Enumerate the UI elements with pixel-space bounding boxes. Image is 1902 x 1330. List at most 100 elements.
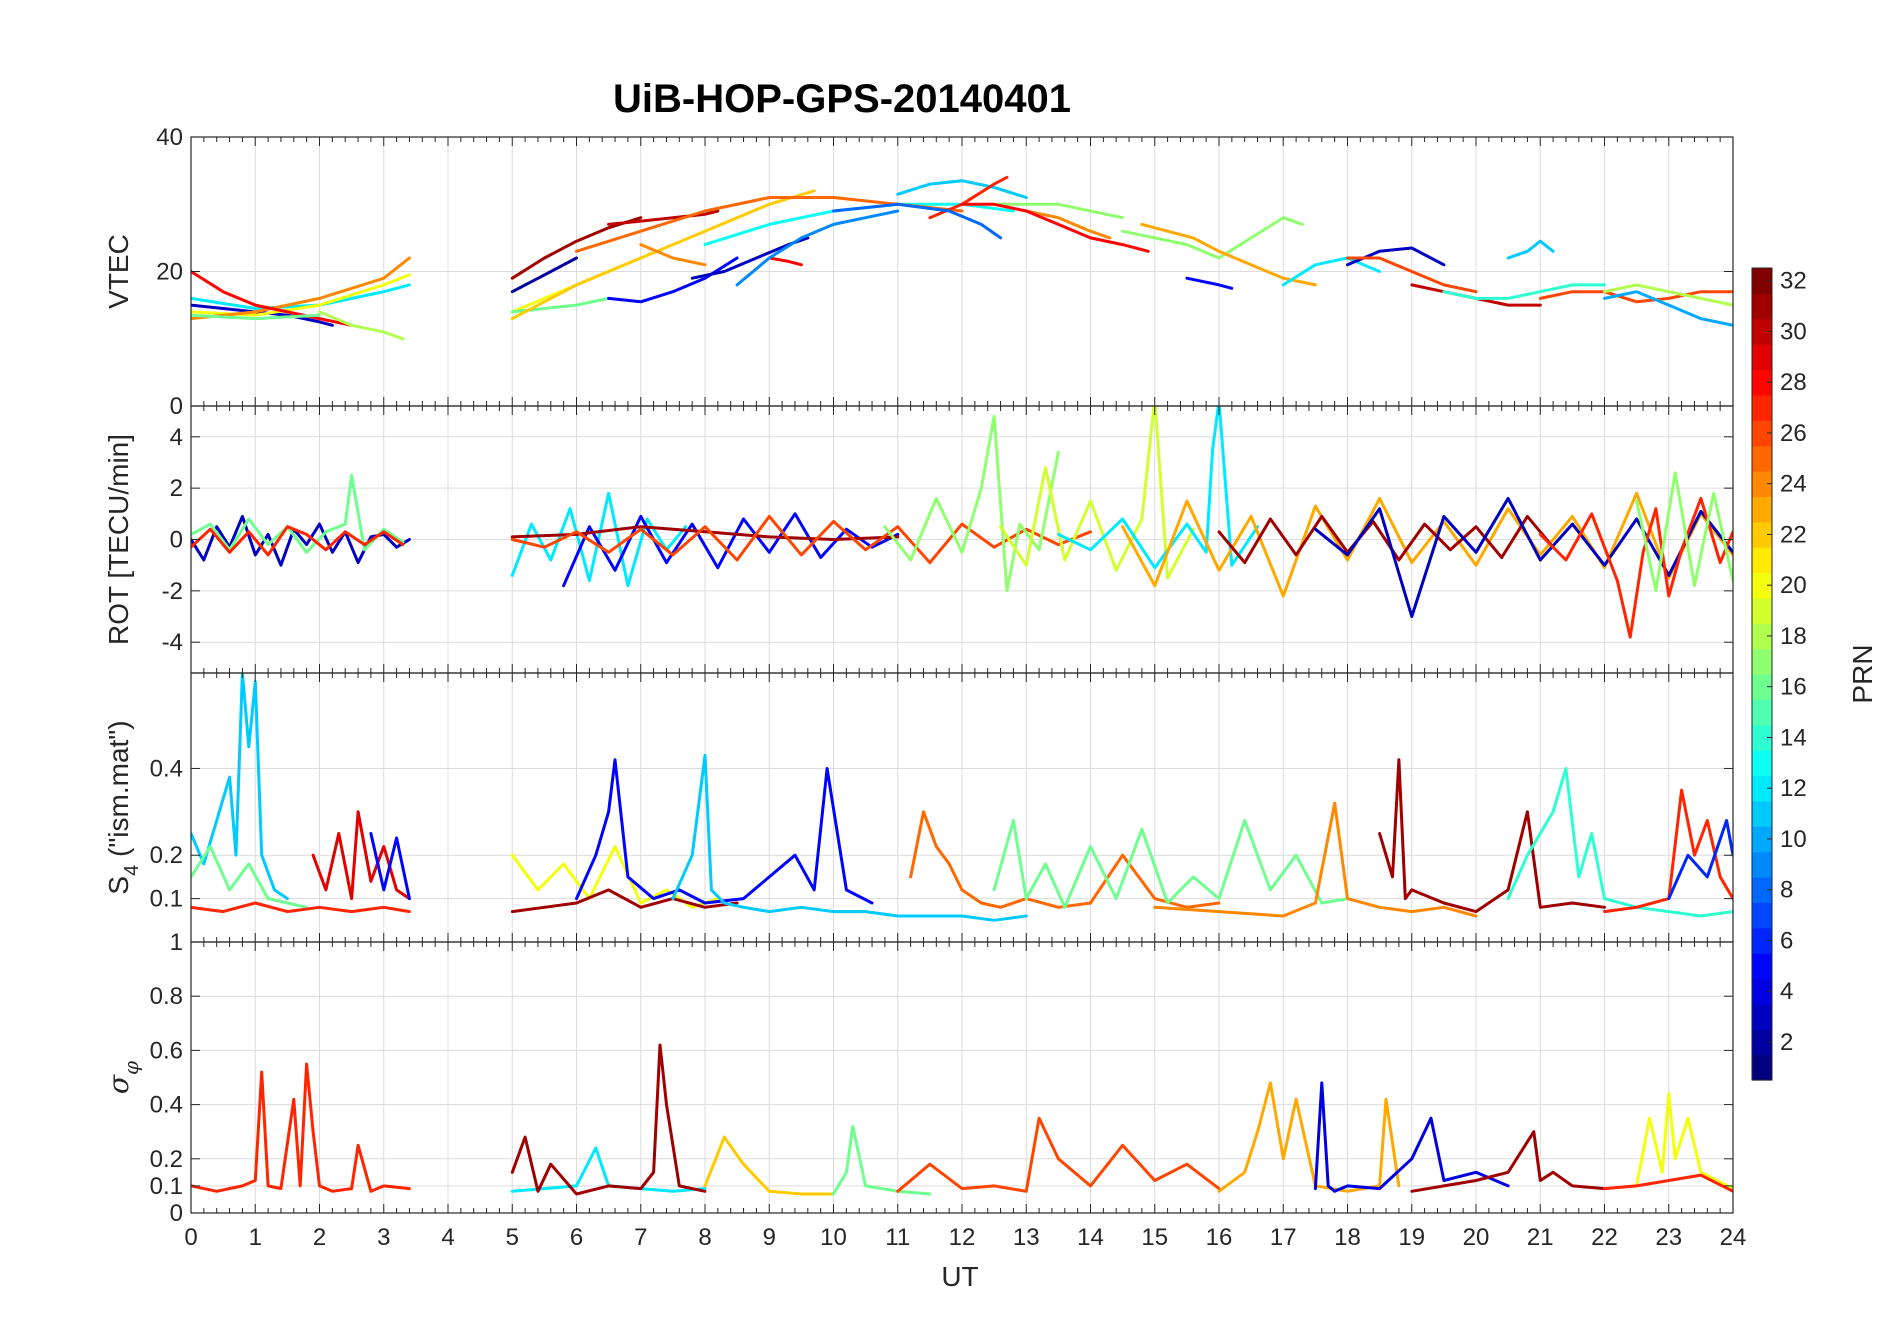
series-line-prn-27 (1538, 496, 1733, 639)
y-label-symbol: σ (102, 1074, 135, 1094)
series-line-prn-23 (1217, 1081, 1401, 1193)
x-tick-label: 6 (570, 1224, 583, 1251)
series-line-prn-30 (607, 209, 720, 226)
colorbar-label: PRN (1847, 644, 1878, 703)
colorbar-segment (1752, 851, 1772, 878)
y-tick-label: 0.2 (150, 842, 183, 869)
y-axis-label: VTEC (103, 234, 134, 309)
y-axis-label: ROT [TECU/min] (103, 434, 134, 645)
series-line-prn-31 (1217, 514, 1555, 565)
series-line-prn-24 (191, 256, 411, 321)
y-axis-label: σφ (102, 1061, 143, 1094)
series-line-prn-9 (735, 209, 900, 287)
colorbar-segment (1752, 750, 1772, 777)
x-tick-label: 3 (377, 1224, 390, 1251)
series-line-prn-14 (1442, 283, 1606, 300)
x-axis-label: UT (941, 1261, 978, 1292)
y-tick-label: 0.8 (150, 983, 183, 1010)
panel-sigma_phi: 00.10.2 0.4 0.6 0.8 1 σφ (102, 929, 1734, 1227)
colorbar-segment (1752, 1029, 1772, 1056)
colorbar-tick-label: 30 (1780, 318, 1807, 345)
x-tick-label: 9 (763, 1224, 776, 1251)
y-tick-label: 0.6 (150, 1037, 183, 1064)
x-tick-label: 10 (820, 1224, 847, 1251)
colorbar-frame (1751, 267, 1773, 1081)
colorbar-segment (1752, 420, 1772, 447)
colorbar-segment (1752, 445, 1772, 472)
series-line-prn-24 (1153, 801, 1478, 918)
chart-title: UiB-HOP-GPS-20140401 (613, 77, 1071, 121)
colorbar-segment (1752, 521, 1772, 548)
series-line-prn-11 (896, 179, 1028, 199)
series-line-prn-26 (510, 514, 1092, 565)
series-line-prn-24 (1024, 209, 1112, 240)
series-line-prn-23 (1121, 491, 1733, 598)
series-line-prn-11 (1506, 239, 1555, 260)
series-line-prn-12 (510, 1146, 707, 1193)
x-tick-label: 11 (885, 1224, 910, 1251)
x-tick-label: 12 (949, 1224, 976, 1251)
panel-s4: 0.1 0.2 0.4 S4 ("ism.mat") (103, 672, 1734, 943)
colorbar-tick-label: 2 (1780, 1029, 1793, 1056)
x-tick-label: 23 (1655, 1224, 1682, 1251)
colorbar-tick-label: 32 (1780, 268, 1807, 295)
series-line-prn-12 (1056, 406, 1260, 570)
series-line-prn-17 (992, 202, 1125, 220)
colorbar-segment (1752, 724, 1772, 751)
x-tick-label: 13 (1013, 1224, 1040, 1251)
colorbar-tick-label: 18 (1780, 623, 1807, 650)
series-line-prn-5 (607, 256, 739, 304)
colorbar-segment (1752, 978, 1772, 1005)
colorbar-tick-label: 6 (1780, 927, 1793, 954)
x-tick-label: 24 (1720, 1224, 1747, 1251)
y-label-subscript: φ (119, 1061, 143, 1075)
series-line-prn-17 (883, 414, 1060, 593)
series-line-prn-16 (191, 313, 321, 321)
colorbar-segment (1752, 1003, 1772, 1030)
series-line-prn-23 (1140, 222, 1317, 287)
x-tick-label: 19 (1398, 1224, 1425, 1251)
series-line-prn-27 (191, 525, 405, 557)
colorbar-tick-label: 20 (1780, 572, 1807, 599)
series-line-prn-16 (992, 819, 1349, 909)
series-line-prn-10 (1603, 290, 1733, 327)
x-tick-label: 17 (1270, 1224, 1297, 1251)
colorbar-segment (1752, 293, 1772, 320)
y-tick-label: 0.1 (150, 886, 183, 913)
series-line-prn-28 (767, 256, 803, 267)
y-tick-label: 1 (170, 929, 183, 956)
x-tick-label: 15 (1141, 1224, 1168, 1251)
series-line-prn-14 (1506, 767, 1733, 918)
colorbar-segment (1752, 268, 1772, 294)
colorbar-segment (1752, 826, 1772, 853)
x-tick-label: 1 (249, 1224, 262, 1251)
y-tick-label: 0 (170, 393, 183, 420)
colorbar-segment (1752, 623, 1772, 650)
x-tick-label: 14 (1077, 1224, 1104, 1251)
series-line-prn-27 (191, 1062, 411, 1193)
series-line-prn-31 (1378, 758, 1606, 914)
colorbar-segment (1752, 902, 1772, 929)
y-tick-label: 4 (170, 424, 183, 451)
y-tick-label: 2 (170, 475, 183, 502)
series-line-prn-26 (1346, 256, 1478, 294)
colorbar-tick-label: 14 (1780, 724, 1807, 751)
series-line-prn-16 (191, 845, 309, 909)
colorbar-segment (1752, 953, 1772, 980)
series-line-prn-25 (909, 810, 1221, 909)
series-line-prn-27 (1603, 1173, 1733, 1193)
y-label-main: S (103, 876, 134, 895)
colorbar-tick-label: 26 (1780, 420, 1807, 447)
series-line-prn-5 (575, 758, 874, 905)
y-label-suffix: ("ism.mat") (103, 720, 134, 864)
colorbar-tick-label: 4 (1780, 978, 1793, 1005)
x-tick-label: 0 (184, 1224, 197, 1251)
panel-vtec: 0 20 40 VTEC (103, 124, 1734, 420)
series-line-prn-28 (960, 202, 1150, 253)
series-line-prn-4 (1313, 1081, 1510, 1193)
y-tick-label: 0 (170, 527, 183, 554)
